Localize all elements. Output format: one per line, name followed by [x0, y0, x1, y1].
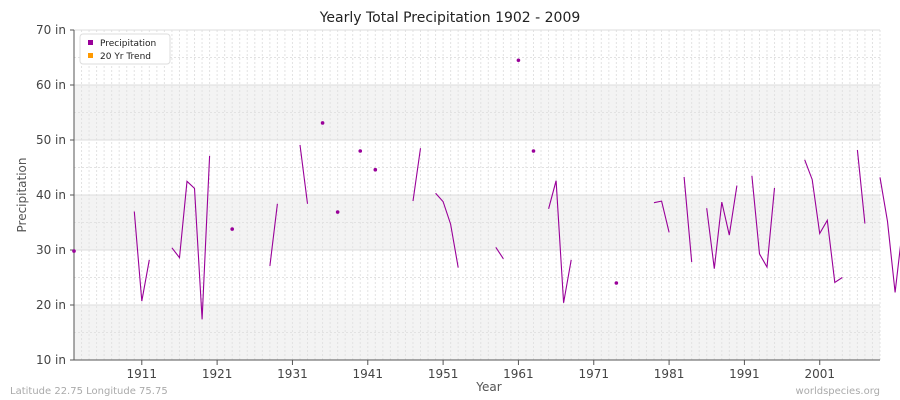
x-axis-ticks: 1911 1921 1931 1941 1951 1961 1971 1981 1991 2001 — [127, 360, 835, 381]
data-point — [531, 149, 536, 153]
data-line — [706, 185, 738, 269]
data-line — [495, 246, 504, 260]
data-line — [548, 180, 572, 303]
data-line — [299, 144, 309, 204]
data-line — [804, 159, 843, 284]
data-point — [72, 249, 76, 253]
data-line — [653, 200, 670, 233]
y-axis-ticks: 10 in 20 in 30 in 40 in 50 in 60 in 70 in — [36, 23, 74, 367]
x-tick-label: 1961 — [503, 367, 534, 381]
data-line — [133, 211, 150, 302]
footer-location: Latitude 22.75 Longitude 75.75 — [10, 386, 168, 397]
plot-band — [74, 195, 880, 250]
legend-label-trend: 20 Yr Trend — [100, 52, 151, 62]
x-tick-label: 1941 — [353, 367, 384, 381]
legend-label-precipitation: Precipitation — [100, 39, 156, 49]
data-line — [412, 148, 422, 202]
data-line — [683, 176, 693, 263]
data-point — [516, 58, 521, 63]
x-tick-label: 1911 — [127, 367, 158, 381]
x-tick-label: 1951 — [428, 367, 459, 381]
data-line — [435, 192, 459, 268]
data-point — [373, 167, 378, 172]
x-tick-label: 1981 — [654, 367, 685, 381]
y-tick-label: 50 in — [36, 133, 66, 147]
data-line — [171, 155, 211, 320]
plot-band — [74, 305, 880, 360]
legend-swatch-precipitation — [88, 40, 93, 45]
data-point — [230, 227, 234, 231]
x-tick-label: 1971 — [578, 367, 609, 381]
legend-box — [79, 33, 171, 65]
data-point — [320, 121, 325, 125]
y-tick-label: 70 in — [36, 23, 66, 37]
y-tick-label: 40 in — [36, 188, 66, 202]
data-line — [269, 203, 278, 266]
footer-source: worldspecies.org — [796, 386, 880, 397]
y-tick-label: 10 in — [36, 353, 66, 367]
x-axis-label: Year — [475, 380, 501, 394]
legend: Precipitation 20 Yr Trend — [79, 33, 171, 65]
plot-band — [74, 85, 880, 140]
y-axis-label: Precipitation — [15, 157, 29, 232]
series-layer — [72, 58, 900, 320]
y-tick-label: 60 in — [36, 78, 66, 92]
x-tick-label: 1931 — [277, 367, 308, 381]
data-line — [751, 175, 776, 269]
y-tick-label: 20 in — [36, 298, 66, 312]
data-line — [856, 149, 866, 224]
y-tick-label: 30 in — [36, 243, 66, 257]
legend-swatch-trend — [88, 53, 93, 58]
data-point — [358, 149, 363, 153]
series-precipitation — [72, 58, 900, 320]
data-point — [614, 281, 619, 285]
x-tick-label: 1991 — [729, 367, 760, 381]
x-tick-label: 1921 — [202, 367, 233, 381]
x-tick-label: 2001 — [804, 367, 835, 381]
data-line — [879, 177, 900, 293]
chart-title: Yearly Total Precipitation 1902 - 2009 — [319, 10, 581, 26]
data-point — [335, 210, 340, 214]
grid-lines — [73, 29, 881, 361]
